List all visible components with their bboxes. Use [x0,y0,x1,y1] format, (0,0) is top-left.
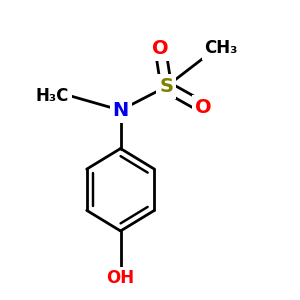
Text: O: O [195,98,211,117]
Text: S: S [159,77,173,96]
Text: O: O [152,39,169,58]
Text: H₃C: H₃C [36,86,69,104]
Text: OH: OH [106,269,135,287]
Text: CH₃: CH₃ [205,39,238,57]
Text: N: N [112,101,129,120]
